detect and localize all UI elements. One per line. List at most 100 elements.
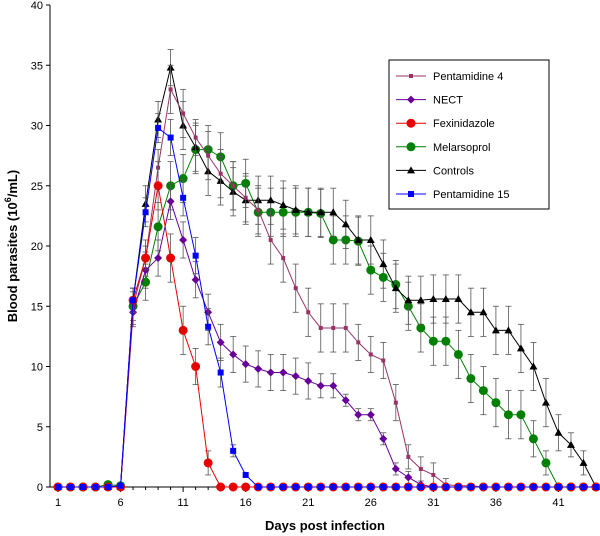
y-axis-title-sup: 6 bbox=[3, 197, 13, 202]
legend-marker bbox=[407, 166, 415, 174]
data-point bbox=[404, 296, 413, 304]
data-point bbox=[216, 482, 226, 492]
series-fexinidazole bbox=[53, 161, 600, 492]
data-point bbox=[441, 336, 451, 346]
data-point bbox=[155, 124, 162, 131]
data-point bbox=[317, 484, 324, 490]
data-point bbox=[191, 275, 200, 284]
data-point bbox=[241, 482, 251, 492]
data-point bbox=[391, 284, 400, 292]
y-tick-label: 25 bbox=[31, 181, 43, 193]
legend-marker bbox=[409, 74, 413, 78]
data-point bbox=[266, 196, 275, 204]
legend-item: Pentamidine 4 bbox=[396, 71, 503, 83]
data-point bbox=[293, 286, 298, 291]
data-point bbox=[480, 484, 487, 490]
data-point bbox=[368, 352, 373, 357]
data-point bbox=[254, 364, 263, 373]
data-point bbox=[580, 484, 587, 490]
data-point bbox=[268, 237, 273, 242]
data-point bbox=[366, 235, 375, 243]
data-point bbox=[453, 349, 463, 359]
data-point bbox=[228, 482, 238, 492]
x-tick-label: 1 bbox=[55, 497, 61, 509]
data-point bbox=[492, 484, 499, 490]
data-point bbox=[279, 201, 288, 209]
legend-marker bbox=[406, 118, 416, 128]
x-tick-label: 11 bbox=[177, 497, 188, 509]
data-point bbox=[167, 134, 174, 141]
data-point bbox=[503, 410, 513, 420]
legend-marker bbox=[407, 95, 415, 104]
data-point bbox=[92, 484, 99, 490]
data-point bbox=[166, 253, 176, 263]
data-point bbox=[355, 484, 362, 490]
data-point bbox=[341, 396, 350, 405]
data-point bbox=[343, 325, 348, 330]
data-point bbox=[380, 484, 387, 490]
data-point bbox=[491, 398, 501, 408]
data-point bbox=[178, 325, 188, 335]
data-point bbox=[291, 372, 300, 381]
data-point bbox=[541, 398, 550, 406]
data-point bbox=[593, 484, 599, 490]
x-tick-label: 41 bbox=[552, 497, 564, 509]
data-point bbox=[379, 260, 388, 268]
x-tick-label: 21 bbox=[302, 497, 314, 509]
data-point bbox=[216, 338, 225, 347]
series-pentamidine-15 bbox=[55, 113, 599, 490]
data-point bbox=[304, 208, 313, 216]
legend-item: Fexinidazole bbox=[396, 118, 495, 130]
data-point bbox=[416, 296, 425, 304]
data-point bbox=[529, 362, 538, 370]
data-point bbox=[193, 135, 198, 140]
data-point bbox=[316, 208, 325, 216]
data-point bbox=[229, 350, 238, 359]
data-point bbox=[405, 484, 412, 490]
y-tick-label: 30 bbox=[31, 121, 43, 133]
legend-item: Pentamidine 15 bbox=[396, 189, 509, 201]
data-point bbox=[505, 484, 512, 490]
data-point bbox=[241, 360, 250, 369]
data-point bbox=[142, 209, 149, 216]
data-point bbox=[105, 484, 112, 490]
data-point bbox=[153, 181, 163, 191]
data-point bbox=[381, 358, 386, 363]
data-point bbox=[281, 256, 286, 261]
data-point bbox=[292, 484, 299, 490]
data-point bbox=[356, 340, 361, 345]
data-point bbox=[392, 484, 399, 490]
data-point bbox=[391, 464, 400, 473]
data-point bbox=[528, 434, 538, 444]
series-line bbox=[58, 185, 596, 488]
data-point bbox=[579, 458, 588, 466]
data-point bbox=[341, 220, 350, 228]
legend-label: NECT bbox=[433, 95, 463, 107]
data-point bbox=[478, 386, 488, 396]
legend-marker bbox=[408, 191, 414, 197]
legend-box bbox=[388, 59, 550, 210]
data-point bbox=[329, 208, 338, 216]
data-point bbox=[354, 235, 363, 243]
data-point bbox=[191, 362, 201, 371]
data-point bbox=[366, 265, 376, 275]
data-point bbox=[329, 381, 338, 390]
data-point bbox=[541, 458, 551, 468]
x-axis-title: Days post infection bbox=[265, 518, 385, 533]
data-point bbox=[80, 484, 87, 490]
data-point bbox=[467, 484, 474, 490]
data-point bbox=[306, 310, 311, 315]
data-point bbox=[181, 111, 186, 116]
data-point bbox=[291, 205, 300, 213]
data-point bbox=[404, 473, 413, 482]
data-point bbox=[418, 466, 423, 471]
y-axis-title-tail: /mL) bbox=[5, 170, 20, 197]
data-point bbox=[192, 252, 199, 259]
data-point bbox=[304, 376, 313, 385]
data-point bbox=[243, 195, 248, 200]
x-tick-label: 26 bbox=[365, 497, 377, 509]
data-point bbox=[517, 484, 524, 490]
data-point bbox=[330, 484, 337, 490]
data-point bbox=[256, 207, 261, 212]
